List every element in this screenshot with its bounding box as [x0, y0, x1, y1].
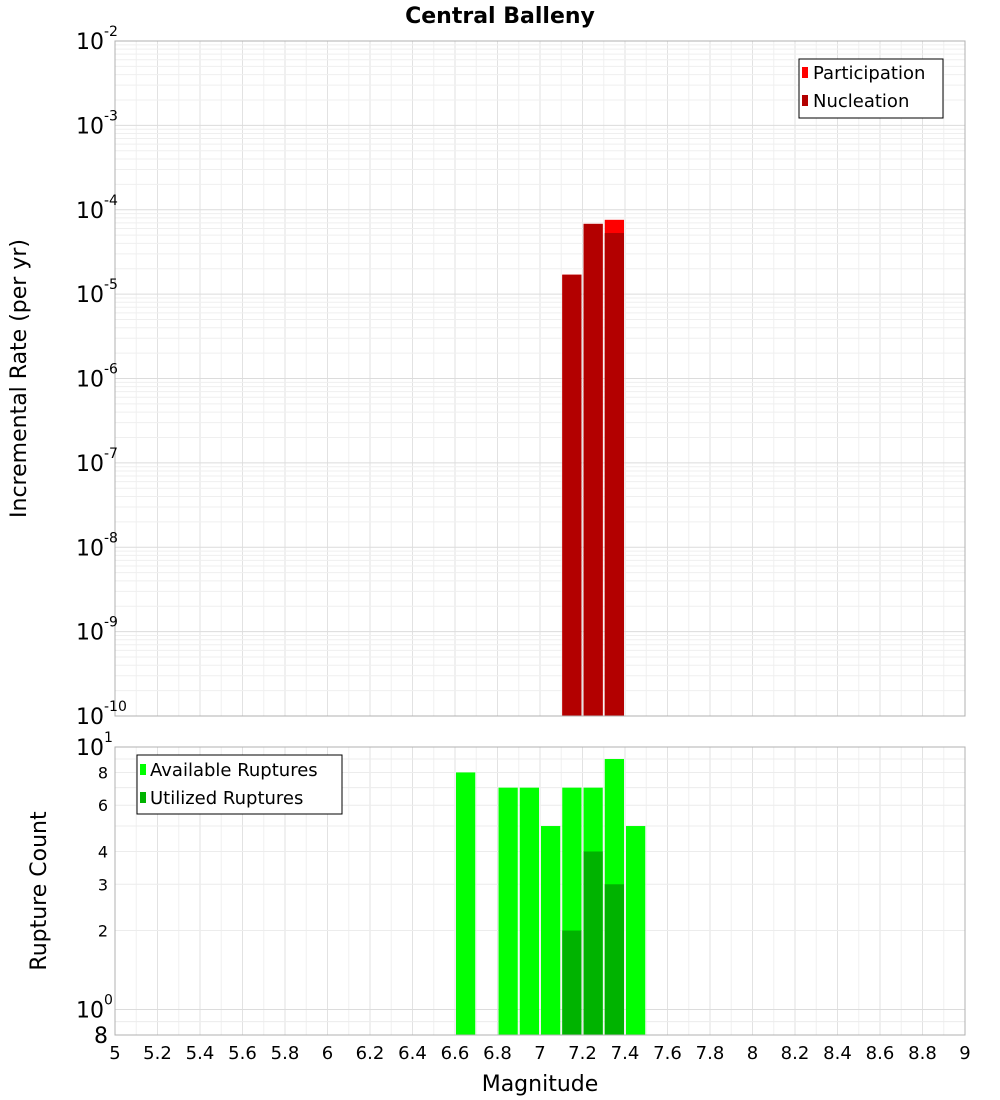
- count-legend: Available Ruptures Utilized Ruptures: [136, 754, 343, 815]
- bar-nucleation: [583, 223, 603, 716]
- rate-bars: [562, 219, 624, 717]
- x-tick-label: 8.6: [866, 1043, 895, 1064]
- rate-y-tick-exp: -10: [104, 699, 127, 715]
- rate-y-tick: 10 -8: [76, 530, 118, 561]
- legend-swatch-participation: [802, 67, 808, 78]
- x-tick-label: 5.4: [186, 1043, 215, 1064]
- rate-y-tick-exp: -7: [104, 446, 118, 462]
- rate-y-tick: 10 -3: [76, 108, 118, 139]
- count-y-tick-exp: 1: [104, 730, 113, 746]
- rate-y-axis-label: Incremental Rate (per yr): [7, 239, 32, 518]
- x-tick-label: 8.2: [781, 1043, 810, 1064]
- rate-y-tick: 10 -10: [76, 699, 127, 730]
- rate-y-tick: 10 -6: [76, 362, 118, 393]
- rate-y-tick-base: 10: [76, 452, 104, 477]
- x-tick-label: 6: [322, 1043, 333, 1064]
- count-y-tick-minor: 3: [98, 875, 108, 894]
- x-tick-label: 7.2: [568, 1043, 597, 1064]
- x-tick-label: 5.6: [228, 1043, 257, 1064]
- bar-nucleation: [604, 233, 624, 716]
- legend-label-participation: Participation: [813, 63, 925, 84]
- rate-y-tick-exp: -4: [104, 193, 118, 209]
- x-tick-label: 6.6: [441, 1043, 470, 1064]
- x-tick-label: 8.8: [908, 1043, 937, 1064]
- rate-y-tick-exp: -2: [104, 24, 118, 40]
- x-tick-label: 8.4: [823, 1043, 852, 1064]
- bar-available: [498, 787, 518, 1035]
- rate-y-tick: 10 -4: [76, 193, 118, 224]
- rate-panel: 10-210-310-410-510-610-710-810-910-10 In…: [7, 24, 966, 730]
- count-y-tick-base: 10: [76, 736, 104, 761]
- rate-y-tick-base: 10: [76, 536, 104, 561]
- rate-y-tick-base: 10: [76, 30, 104, 55]
- legend-label-available: Available Ruptures: [150, 760, 318, 781]
- x-tick-label: 5.2: [143, 1043, 172, 1064]
- x-tick-label: 6.4: [398, 1043, 427, 1064]
- x-tick-label: 9: [959, 1043, 970, 1064]
- count-y-tick-minor: 8: [98, 763, 108, 782]
- rate-y-tick: 10 -5: [76, 277, 118, 308]
- legend-swatch-utilized: [140, 792, 146, 803]
- x-tick-label: 5.8: [271, 1043, 300, 1064]
- bar-available: [519, 787, 539, 1035]
- legend-swatch-available: [140, 764, 146, 775]
- count-y-axis-label: Rupture Count: [27, 811, 52, 971]
- x-tick-label: 5: [109, 1043, 120, 1064]
- count-y-tick-major: 10 1: [76, 730, 113, 761]
- x-tick-label: 8: [747, 1043, 758, 1064]
- rate-legend: Participation Nucleation: [798, 58, 944, 119]
- x-tick-label: 7.6: [653, 1043, 682, 1064]
- count-legend-box: [136, 754, 343, 815]
- legend-label-utilized: Utilized Ruptures: [150, 788, 303, 809]
- x-tick-label: 6.8: [483, 1043, 512, 1064]
- count-y-tick-minor: 8: [94, 1024, 108, 1049]
- rate-y-tick-base: 10: [76, 705, 104, 730]
- rate-y-tick-base: 10: [76, 621, 104, 646]
- rate-plot-frame: [114, 40, 966, 717]
- x-ticks: 5 5.2 5.4 5.6 5.8 6 6.2 6.4 6.6 6.8 7 7.2 7.4 7.6 7.8 8…: [109, 1043, 970, 1064]
- count-bars: [456, 759, 646, 1035]
- count-y-tick-major: 10 0: [76, 993, 113, 1024]
- count-y-tick-minor: 2: [98, 922, 108, 941]
- rate-y-tick-base: 10: [76, 283, 104, 308]
- x-tick-label: 7.8: [696, 1043, 725, 1064]
- rate-y-tick-base: 10: [76, 114, 104, 139]
- x-tick-label: 6.2: [356, 1043, 385, 1064]
- rate-y-tick: 10 -7: [76, 446, 118, 477]
- bar-utilized: [604, 884, 624, 1035]
- bar-utilized: [562, 930, 582, 1035]
- rate-y-tick-base: 10: [76, 199, 104, 224]
- count-plot-frame: [114, 746, 966, 1036]
- chart-title: Central Balleny: [405, 4, 595, 29]
- bar-available: [456, 772, 476, 1035]
- bar-utilized: [583, 851, 603, 1035]
- bar-available: [626, 826, 646, 1035]
- legend-label-nucleation: Nucleation: [813, 91, 909, 112]
- bar-available: [541, 826, 561, 1035]
- count-y-tick-minor: 6: [98, 796, 108, 815]
- count-y-tick-minor: 4: [98, 842, 108, 861]
- bar-nucleation: [562, 274, 582, 716]
- rate-y-tick: 10 -2: [76, 24, 118, 55]
- x-tick-label: 7.4: [611, 1043, 640, 1064]
- count-y-tick-base: 10: [76, 999, 104, 1024]
- x-tick-label: 7: [534, 1043, 545, 1064]
- rate-y-tick-base: 10: [76, 368, 104, 393]
- rate-gridlines: [114, 41, 966, 717]
- rate-y-tick-exp: -6: [104, 362, 118, 378]
- rate-y-tick: 10 -9: [76, 615, 118, 646]
- rate-legend-box: [798, 58, 944, 119]
- rate-y-tick-exp: -9: [104, 615, 118, 631]
- rate-y-ticks: 10-210-310-410-510-610-710-810-910-10: [76, 24, 127, 730]
- count-y-tick-exp: 0: [104, 993, 113, 1009]
- rate-y-tick-exp: -3: [104, 108, 118, 124]
- rate-y-tick-exp: -5: [104, 277, 118, 293]
- legend-swatch-nucleation: [802, 95, 808, 106]
- x-axis-label: Magnitude: [482, 1072, 599, 1097]
- rate-y-tick-exp: -8: [104, 530, 118, 546]
